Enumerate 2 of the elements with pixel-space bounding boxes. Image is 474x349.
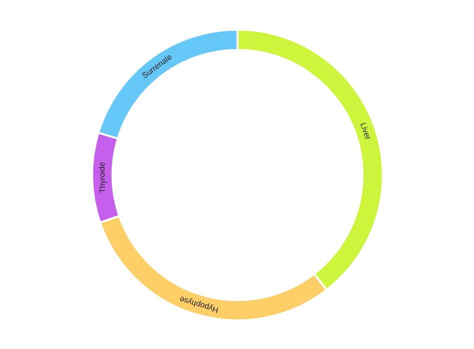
slice-label: Liver — [358, 122, 373, 142]
slice-label: Thyroide — [97, 161, 108, 194]
